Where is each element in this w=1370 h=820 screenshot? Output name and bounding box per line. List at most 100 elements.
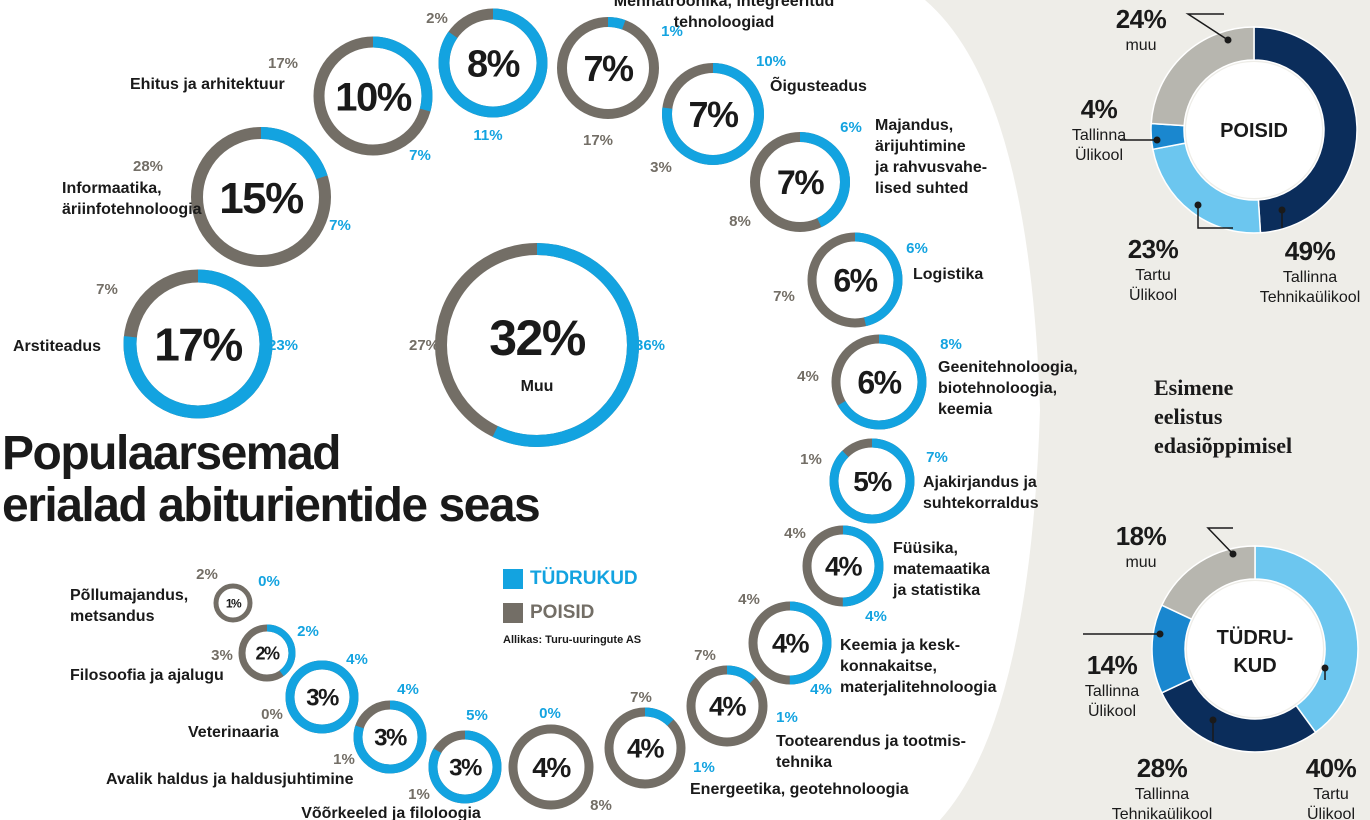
ring-total-1: 17% — [154, 319, 242, 371]
ring-total-17: 3% — [374, 725, 407, 752]
ring-name-6: Õigusteadus — [770, 75, 867, 95]
ring-total-11: 4% — [825, 552, 863, 582]
ring-boys-label-7: 8% — [729, 213, 751, 230]
ring-girls-11 — [802, 525, 884, 607]
pie-1-pct-2: 14% — [1087, 650, 1138, 680]
pie-0-leader-3 — [1185, 13, 1229, 41]
ring-girls-4 — [438, 8, 548, 118]
ring-girls-label-7: 6% — [840, 119, 862, 136]
ring-name-13: Tootearendus ja tootmis-tehnika — [776, 733, 966, 771]
ring-name-5: Mehhatroonika, integreeritud tehnoloogiad — [614, 0, 834, 31]
source-note: Allikas: Turu-uuringute AS — [503, 634, 642, 646]
ring-name-9: Geenitehnoloogia, biotehnoloogia, keemia — [938, 359, 1078, 418]
pie-section-title: Esimene eelistus edasiõppimisel — [1154, 373, 1364, 460]
ring-total-13: 4% — [709, 692, 747, 722]
pie-0-slice-3 — [1150, 26, 1255, 127]
legend: TÜDRUKUD POISID Allikas: Turu-uuringute … — [503, 562, 641, 646]
chart-title-line-2: erialad abiturientide seas — [2, 479, 541, 532]
ring-girls-16 — [428, 730, 502, 804]
ring-total-16: 3% — [449, 755, 482, 782]
ring-total-4: 8% — [467, 44, 520, 86]
ring-girls-label-9: 8% — [940, 336, 962, 353]
legend-label-boys: POISID — [530, 602, 595, 623]
ring-total-12: 4% — [772, 629, 810, 659]
ring-total-0: 32% — [489, 310, 586, 366]
ring-girls-14 — [604, 707, 686, 789]
pie-0-slice-0 — [1253, 26, 1358, 234]
pie-0-dot-1 — [1194, 201, 1202, 209]
pie-0-pct-1: 23% — [1128, 234, 1179, 264]
ring-girls-label-2: 7% — [329, 217, 351, 234]
ring-girls-9 — [831, 334, 927, 430]
ring-girls-7 — [750, 132, 850, 232]
ring-girls-label-0: 36% — [635, 337, 665, 354]
ring-girls-2 — [191, 127, 331, 267]
pie-1-dot-2 — [1156, 630, 1164, 638]
pie-0-label-2: Tallinna Ülikool — [1072, 127, 1126, 164]
legend-item-boys: POISID — [503, 596, 641, 630]
pie-0-pct-3: 24% — [1116, 4, 1167, 34]
ring-girls-label-13: 1% — [776, 709, 798, 726]
pie-0-hole — [1186, 62, 1322, 198]
pie-1-slice-3 — [1160, 545, 1256, 621]
ring-name-18: Veterinaaria — [188, 724, 279, 741]
ring-girls-3 — [313, 36, 433, 156]
ring-boys-label-15: 8% — [590, 797, 612, 814]
ring-boys-label-19: 3% — [211, 647, 233, 664]
pie-section-title-line: Esimene — [1154, 375, 1234, 400]
ring-total-2: 15% — [219, 174, 303, 223]
ring-girls-label-3: 7% — [409, 147, 431, 164]
ring-girls-label-5: 1% — [661, 23, 683, 40]
pie-1-pct-0: 40% — [1306, 753, 1357, 783]
ring-name-14: Energeetika, geotehnoloogia — [690, 781, 909, 798]
ring-name-2: Informaatika, äriinfotehnoloogia — [62, 180, 202, 218]
ring-boys-label-1: 7% — [96, 281, 118, 298]
ring-total-8: 6% — [833, 263, 877, 299]
legend-item-girls: TÜDRUKUD — [503, 562, 641, 596]
ring-girls-label-17: 4% — [397, 681, 419, 698]
ring-total-14: 4% — [627, 734, 665, 764]
ring-boys-15 — [508, 724, 594, 810]
ring-boys-label-11: 4% — [784, 525, 806, 542]
ring-boys-label-2: 28% — [133, 158, 163, 175]
ring-boys-label-14: 7% — [630, 689, 652, 706]
ring-girls-label-11: 4% — [865, 608, 887, 625]
legend-label-girls: TÜDRUKUD — [530, 568, 638, 589]
ring-name-19: Filosoofia ja ajalugu — [70, 667, 224, 684]
ring-name-10: Ajakirjandus ja suhtekorraldus — [923, 474, 1039, 512]
ring-boys-label-17: 1% — [333, 751, 355, 768]
ring-boys-label-4: 2% — [426, 10, 448, 27]
pie-0-pct-0: 49% — [1285, 236, 1336, 266]
legend-swatch-girls — [503, 569, 523, 589]
ring-boys-label-20: 2% — [196, 566, 218, 583]
pie-1-dot-1 — [1209, 716, 1217, 724]
ring-boys-label-6: 3% — [650, 159, 672, 176]
pie-0-label-3: muu — [1125, 37, 1156, 54]
pie-1-label-2: Tallinna Ülikool — [1085, 683, 1139, 720]
ring-girls-1 — [123, 269, 273, 419]
ring-boys-label-18: 0% — [261, 706, 283, 723]
ring-girls-6 — [662, 63, 764, 165]
ring-boys-label-16: 1% — [408, 786, 430, 803]
pie-1-slice-0 — [1254, 545, 1359, 734]
ring-total-6: 7% — [688, 94, 739, 135]
ring-boys-label-5: 17% — [583, 132, 613, 149]
chart-title-line-1: Populaarsemad — [2, 427, 341, 480]
ring-boys-label-10: 1% — [800, 451, 822, 468]
ring-name-0: Muu — [521, 378, 554, 395]
pie-0-dot-0 — [1278, 206, 1286, 214]
ring-total-10: 5% — [853, 466, 892, 497]
pie-1-dot-0 — [1321, 664, 1329, 672]
ring-total-3: 10% — [335, 75, 411, 119]
pie-0-label-1: Tartu Ülikool — [1129, 267, 1177, 304]
ring-girls-label-6: 10% — [756, 53, 786, 70]
ring-girls-label-4: 11% — [473, 127, 502, 144]
ring-total-18: 3% — [306, 685, 339, 712]
ring-girls-0 — [435, 243, 639, 447]
ring-name-16: Võõrkeeled ja filoloogia — [301, 805, 481, 820]
ring-girls-label-15: 0% — [539, 705, 561, 722]
ring-total-5: 7% — [583, 48, 634, 89]
legend-swatch-boys — [503, 603, 523, 623]
ring-name-11: Füüsika, matemaatika ja statistika — [892, 540, 990, 599]
